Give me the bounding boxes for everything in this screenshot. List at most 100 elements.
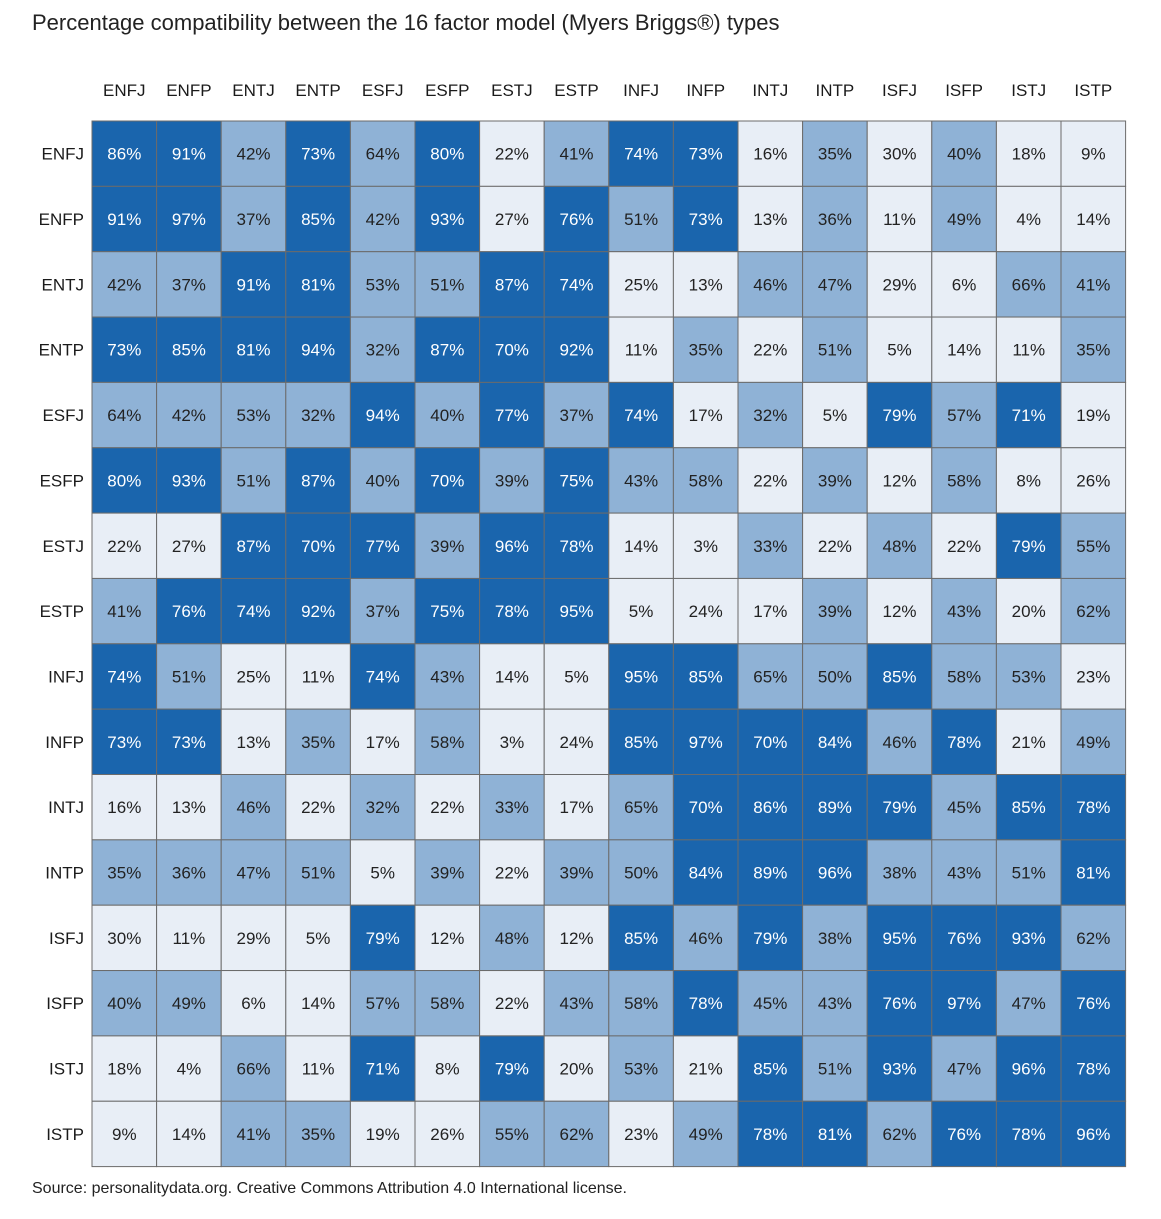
cell-value-label: 45% bbox=[947, 798, 981, 817]
cell-value-label: 12% bbox=[882, 471, 916, 490]
cell-value-label: 22% bbox=[301, 798, 335, 817]
cell-value-label: 86% bbox=[753, 798, 787, 817]
cell-value-label: 17% bbox=[559, 798, 593, 817]
cell-value-label: 85% bbox=[882, 668, 916, 687]
heatmap-cell-estj-isfj bbox=[866, 512, 933, 579]
cell-value-label: 97% bbox=[689, 733, 723, 752]
cell-value-label: 64% bbox=[107, 406, 141, 425]
heatmap-cell-istp-entp bbox=[285, 1100, 351, 1168]
row-label-enfp: ENFP bbox=[39, 210, 84, 229]
cell-value-label: 58% bbox=[947, 471, 981, 490]
cell-value-label: 16% bbox=[753, 145, 787, 164]
cell-value-label: 5% bbox=[370, 864, 395, 883]
row-label-entp: ENTP bbox=[39, 341, 84, 360]
cell-value-label: 3% bbox=[693, 537, 718, 556]
cell-value-label: 70% bbox=[753, 733, 787, 752]
heatmap-cell-esfp-infj bbox=[608, 447, 674, 514]
heatmap-cell-esfj-entj bbox=[220, 381, 287, 449]
row-label-infj: INFJ bbox=[48, 668, 84, 687]
cell-value-label: 84% bbox=[818, 733, 852, 752]
cell-value-label: 84% bbox=[689, 864, 723, 883]
heatmap-cell-istp-esfp bbox=[414, 1100, 481, 1168]
heatmap-cell-esfp-estj bbox=[479, 447, 545, 514]
heatmap-cell-esfj-isfp bbox=[931, 381, 997, 449]
heatmap-cell-esfj-istj bbox=[995, 381, 1062, 449]
heatmap-cell-intj-infp bbox=[672, 774, 739, 841]
cell-value-label: 85% bbox=[753, 1060, 787, 1079]
heatmap-cell-infj-infj bbox=[608, 643, 674, 710]
heatmap-cell-esfp-intj bbox=[737, 447, 804, 514]
heatmap-cell-isfp-isfj bbox=[866, 970, 933, 1037]
heatmap-cell-enfj-intp bbox=[802, 120, 868, 187]
cell-value-label: 47% bbox=[818, 275, 852, 294]
column-label-esfj: ESFJ bbox=[362, 81, 404, 100]
heatmap-cell-entj-isfp bbox=[931, 251, 997, 318]
cell-value-label: 76% bbox=[882, 994, 916, 1013]
heatmap-cell-entj-entp bbox=[285, 251, 351, 318]
cell-value-label: 53% bbox=[236, 406, 270, 425]
heatmap-cell-estp-entp bbox=[285, 577, 351, 645]
cell-value-label: 73% bbox=[689, 210, 723, 229]
cell-value-label: 42% bbox=[172, 406, 206, 425]
heatmap-cell-isfj-isfp bbox=[931, 904, 997, 972]
cell-value-label: 29% bbox=[882, 275, 916, 294]
cell-value-label: 26% bbox=[430, 1125, 464, 1144]
heatmap-cell-entp-intj bbox=[737, 316, 804, 383]
heatmap-cell-enfp-istj bbox=[995, 185, 1062, 253]
cell-value-label: 45% bbox=[753, 994, 787, 1013]
cell-value-label: 91% bbox=[107, 210, 141, 229]
cell-value-label: 79% bbox=[366, 929, 400, 948]
cell-value-label: 76% bbox=[559, 210, 593, 229]
cell-value-label: 58% bbox=[689, 471, 723, 490]
cell-value-label: 13% bbox=[689, 275, 723, 294]
cell-value-label: 48% bbox=[495, 929, 529, 948]
cell-value-label: 39% bbox=[495, 471, 529, 490]
heatmap-cell-istj-entj bbox=[220, 1035, 287, 1102]
heatmap-cell-istp-estj bbox=[479, 1100, 545, 1168]
heatmap-cell-enfp-entp bbox=[285, 185, 351, 253]
heatmap-cell-enfp-entj bbox=[220, 185, 287, 253]
heatmap-cell-istp-isfp bbox=[931, 1100, 997, 1168]
cell-value-label: 74% bbox=[366, 668, 400, 687]
cell-value-label: 17% bbox=[689, 406, 723, 425]
cell-value-label: 87% bbox=[236, 537, 270, 556]
heatmap-cell-istp-isfj bbox=[866, 1100, 933, 1168]
cell-value-label: 36% bbox=[818, 210, 852, 229]
row-label-entj: ENTJ bbox=[42, 275, 85, 294]
heatmap-cell-estj-intp bbox=[802, 512, 868, 579]
heatmap-cell-entp-istp bbox=[1060, 316, 1127, 383]
cell-value-label: 53% bbox=[366, 275, 400, 294]
cell-value-label: 89% bbox=[753, 864, 787, 883]
cell-value-label: 96% bbox=[495, 537, 529, 556]
heatmap-cell-entj-entj bbox=[220, 251, 287, 318]
cell-value-label: 5% bbox=[823, 406, 848, 425]
cell-value-label: 27% bbox=[495, 210, 529, 229]
cell-value-label: 33% bbox=[495, 798, 529, 817]
heatmap-cell-enfp-estp bbox=[543, 185, 610, 253]
heatmap-cell-estp-istj bbox=[995, 577, 1062, 645]
cell-value-label: 73% bbox=[172, 733, 206, 752]
cell-value-label: 77% bbox=[495, 406, 529, 425]
cell-value-label: 51% bbox=[624, 210, 658, 229]
cell-value-label: 78% bbox=[495, 602, 529, 621]
cell-value-label: 81% bbox=[818, 1125, 852, 1144]
heatmap-cell-entp-infp bbox=[672, 316, 739, 383]
heatmap-cell-estp-isfp bbox=[931, 577, 997, 645]
heatmap-cell-isfj-enfp bbox=[156, 904, 222, 972]
cell-value-label: 62% bbox=[1076, 929, 1110, 948]
cell-value-label: 14% bbox=[947, 341, 981, 360]
row-label-intj: INTJ bbox=[48, 798, 84, 817]
cell-value-label: 91% bbox=[172, 145, 206, 164]
row-label-estj: ESTJ bbox=[42, 537, 84, 556]
heatmap-cell-enfp-istp bbox=[1060, 185, 1127, 253]
heatmap-cell-esfp-istp bbox=[1060, 447, 1127, 514]
heatmap-cell-intj-isfj bbox=[866, 774, 933, 841]
cell-value-label: 93% bbox=[430, 210, 464, 229]
heatmap-cell-enfp-esfp bbox=[414, 185, 481, 253]
cell-value-label: 75% bbox=[559, 471, 593, 490]
heatmap-cell-enfp-enfp bbox=[156, 185, 222, 253]
cell-value-label: 24% bbox=[559, 733, 593, 752]
row-label-istj: ISTJ bbox=[49, 1060, 84, 1079]
cell-value-label: 57% bbox=[366, 994, 400, 1013]
cell-value-label: 51% bbox=[430, 275, 464, 294]
